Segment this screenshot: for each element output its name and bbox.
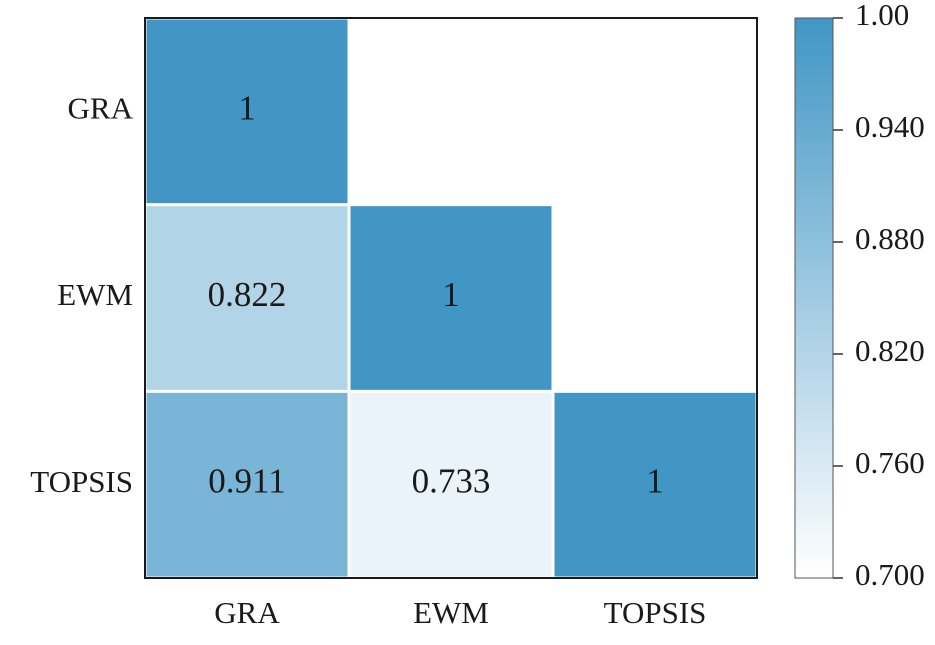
heatmap-cell [146, 19, 348, 204]
heatmap-cell [554, 392, 756, 577]
colorbar [794, 17, 834, 579]
colorbar-tick-label: 0.700 [855, 557, 925, 592]
colorbar-tick-label: 0.760 [855, 445, 925, 480]
heatmap-cell [350, 392, 552, 577]
cell-value: 0.822 [208, 275, 287, 314]
colorbar-tick-label: 0.940 [855, 109, 925, 144]
y-tick-label: GRA [68, 90, 134, 125]
x-tick-label: EWM [413, 595, 489, 630]
plot-frame [144, 17, 758, 579]
x-tick-label: TOPSIS [604, 595, 707, 630]
x-tick-label: GRA [214, 595, 280, 630]
heatmap-cell [350, 206, 552, 390]
colorbar-tick-label: 1.00 [855, 0, 909, 32]
cell-value: 1 [442, 275, 460, 314]
y-tick-label: EWM [57, 277, 133, 312]
colorbar-tick-label: 0.880 [855, 221, 925, 256]
heatmap-cell [146, 206, 348, 390]
heatmap-cell [146, 392, 348, 577]
cell-value: 1 [646, 462, 664, 501]
colorbar-tick-label: 0.820 [855, 333, 925, 368]
cell-value: 0.911 [208, 462, 285, 501]
heatmap-cells [146, 19, 756, 577]
y-tick-label: TOPSIS [30, 464, 133, 499]
cell-value: 1 [238, 88, 256, 127]
cell-value: 0.733 [412, 462, 491, 501]
